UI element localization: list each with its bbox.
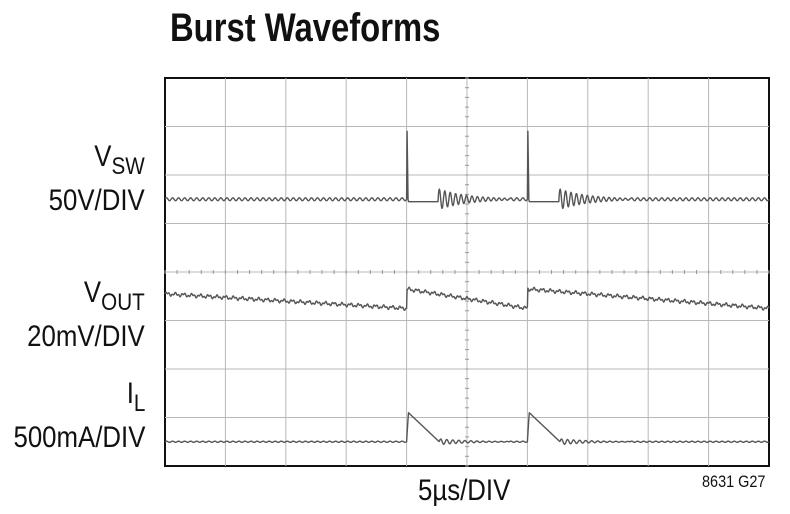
vout-trace <box>164 286 770 311</box>
vsw-scale: 50V/DIV <box>48 184 145 217</box>
figure-code: 8631 G27 <box>702 472 766 491</box>
il-label: IL 500mA/DIV <box>13 377 145 454</box>
vout-label: VOUT 20mV/DIV <box>27 276 145 353</box>
grid <box>164 77 770 467</box>
vout-scale: 20mV/DIV <box>27 320 145 353</box>
il-scale: 500mA/DIV <box>13 421 145 454</box>
vsw-trace <box>164 130 770 210</box>
vsw-label: VSW 50V/DIV <box>48 140 145 217</box>
chart-title: Burst Waveforms <box>170 6 441 50</box>
traces <box>164 130 770 445</box>
x-axis-label: 5µs/DIV <box>418 474 511 507</box>
il-trace <box>164 412 770 445</box>
